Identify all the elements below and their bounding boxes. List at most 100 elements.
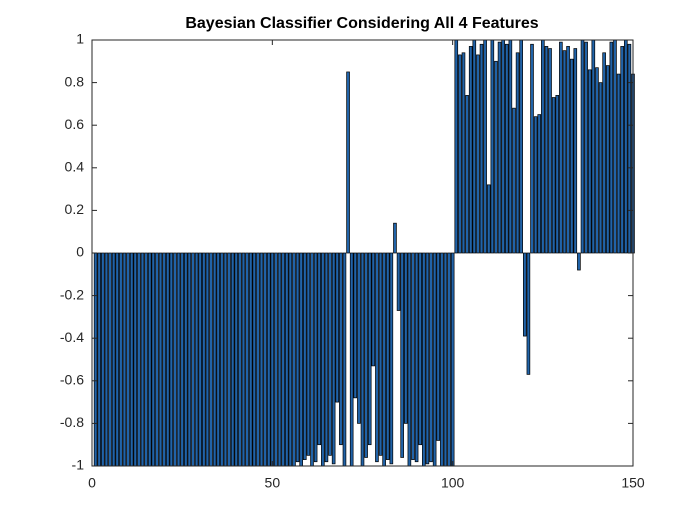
bar (256, 252, 260, 467)
bar (310, 252, 314, 467)
bar (122, 252, 127, 467)
bar (364, 252, 368, 458)
bar (598, 82, 603, 254)
bar (468, 46, 473, 254)
bar (183, 252, 188, 467)
bar (346, 71, 350, 254)
bar (155, 252, 159, 467)
bar (548, 48, 552, 254)
bar (577, 252, 581, 271)
bar (530, 43, 534, 254)
bar (429, 252, 433, 463)
bar (454, 39, 459, 254)
bar (403, 252, 408, 424)
bar (605, 65, 610, 254)
bar (101, 252, 105, 467)
y-tick-label: -0.2 (60, 286, 84, 302)
bar (220, 252, 224, 467)
bar (533, 116, 538, 254)
bar (234, 252, 239, 467)
bar (476, 54, 480, 254)
bar (602, 52, 606, 254)
bar (328, 252, 332, 456)
bar (176, 252, 181, 467)
bar (494, 60, 498, 254)
bar (339, 252, 343, 446)
bar (407, 252, 412, 467)
bar (580, 39, 585, 254)
y-tick-label: -0.8 (60, 414, 84, 430)
bar (259, 252, 264, 467)
bar (281, 252, 285, 467)
bar (169, 252, 174, 467)
bar (623, 39, 628, 254)
bar (360, 252, 365, 467)
bar (385, 252, 390, 460)
bar (613, 39, 617, 254)
bar (465, 95, 469, 254)
bar (295, 252, 300, 463)
bar (162, 252, 166, 467)
bar (490, 39, 495, 254)
bar (209, 252, 213, 467)
bar (140, 252, 145, 467)
y-tick-label: 0.4 (65, 159, 85, 175)
bar (447, 252, 451, 467)
bar (458, 54, 462, 254)
bar (411, 252, 415, 460)
bar (400, 252, 404, 458)
bar (238, 252, 242, 467)
bar (187, 252, 192, 467)
bar (566, 46, 570, 254)
bar (144, 252, 148, 467)
bar (115, 252, 120, 467)
bar (353, 252, 358, 399)
bar (544, 46, 549, 254)
y-tick-label: 0.8 (65, 73, 85, 89)
bar (263, 252, 267, 467)
bar (367, 252, 372, 446)
bar (212, 252, 217, 467)
bar (173, 252, 177, 467)
bar (342, 252, 347, 467)
bar (559, 41, 563, 254)
bar (432, 252, 437, 467)
bar (537, 114, 542, 254)
bar (414, 252, 419, 463)
bar (436, 252, 441, 441)
bar (584, 41, 588, 254)
bar (382, 252, 386, 467)
bar (440, 252, 444, 467)
bar (126, 252, 130, 467)
bar (230, 252, 235, 467)
bar (526, 252, 531, 375)
chart-title: Bayesian Classifier Considering All 4 Fe… (185, 15, 538, 32)
bar (541, 39, 545, 254)
bar (321, 252, 325, 467)
bar (512, 107, 516, 254)
bar (371, 252, 376, 367)
bar (396, 252, 401, 311)
bar (501, 39, 505, 254)
bar (119, 252, 123, 467)
bar (418, 252, 422, 446)
bar (133, 252, 138, 467)
bar (147, 252, 152, 467)
bar (620, 46, 624, 254)
x-tick-label: 150 (621, 475, 645, 491)
bar (425, 252, 430, 465)
bar (111, 252, 116, 467)
bar (137, 252, 141, 467)
bar (519, 39, 523, 254)
bar (324, 252, 329, 463)
bar (108, 252, 112, 467)
bar (497, 41, 502, 254)
y-tick-label: 0.2 (65, 201, 85, 217)
bar (616, 73, 621, 254)
bar (523, 252, 527, 337)
bar (270, 252, 275, 467)
bar (627, 43, 632, 254)
bar (129, 252, 134, 467)
